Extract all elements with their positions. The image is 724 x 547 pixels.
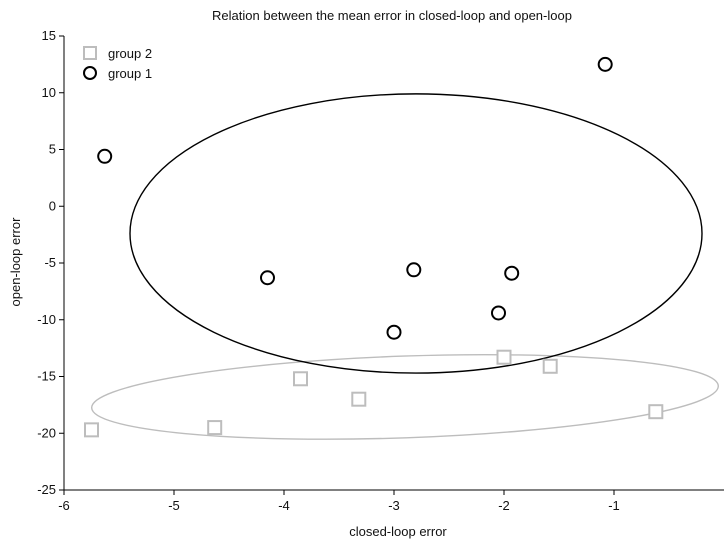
legend-group-2-label: group 2: [108, 46, 152, 61]
y-tick-label: 5: [49, 142, 56, 157]
x-tick-label: -4: [278, 498, 290, 513]
legend-group-1-label: group 1: [108, 66, 152, 81]
group-1-point: [386, 324, 402, 340]
y-tick-label: 10: [42, 85, 56, 100]
y-tick-label: 15: [42, 28, 56, 43]
group-1-point: [406, 262, 422, 278]
y-tick-label: -10: [37, 312, 56, 327]
group-2-point: [293, 371, 308, 387]
legend-group-2-marker: [83, 46, 97, 60]
y-tick-label: -25: [37, 482, 56, 497]
y-tick-label: -15: [37, 369, 56, 384]
group-2-point: [84, 422, 99, 438]
group-1-point: [597, 56, 613, 72]
group-2-point: [496, 349, 512, 365]
x-tick-label: -5: [168, 498, 180, 513]
group-1-point: [504, 265, 520, 281]
group-1-point: [97, 148, 113, 164]
group-2-point: [207, 420, 223, 436]
y-tick-label: 0: [49, 198, 56, 213]
legend-group-1-marker: [83, 66, 97, 80]
x-tick-label: -6: [58, 498, 70, 513]
y-tick-label: -20: [37, 425, 56, 440]
x-tick-label: -2: [498, 498, 510, 513]
group-1-ellipse: [129, 93, 703, 374]
group-1-point: [491, 305, 506, 321]
group-1-point: [260, 270, 275, 286]
x-tick-label: -3: [388, 498, 400, 513]
x-tick-label: -1: [608, 498, 620, 513]
group-2-point: [351, 391, 367, 407]
legend: group 2 group 1: [83, 46, 152, 81]
y-axis-label: open-loop error: [8, 217, 23, 307]
group-2-ellipse: [90, 353, 720, 440]
plot-area: -6 -5 -4 -3 -2 -1 15 10 5 0 -5 -10 -15 -20 -25: [37, 28, 724, 513]
y-tick-label: -5: [44, 255, 56, 270]
x-axis-label: closed-loop error: [349, 524, 447, 539]
group-2-point: [542, 358, 558, 374]
chart-title: Relation between the mean error in close…: [212, 8, 572, 23]
group-2-point: [648, 404, 664, 420]
